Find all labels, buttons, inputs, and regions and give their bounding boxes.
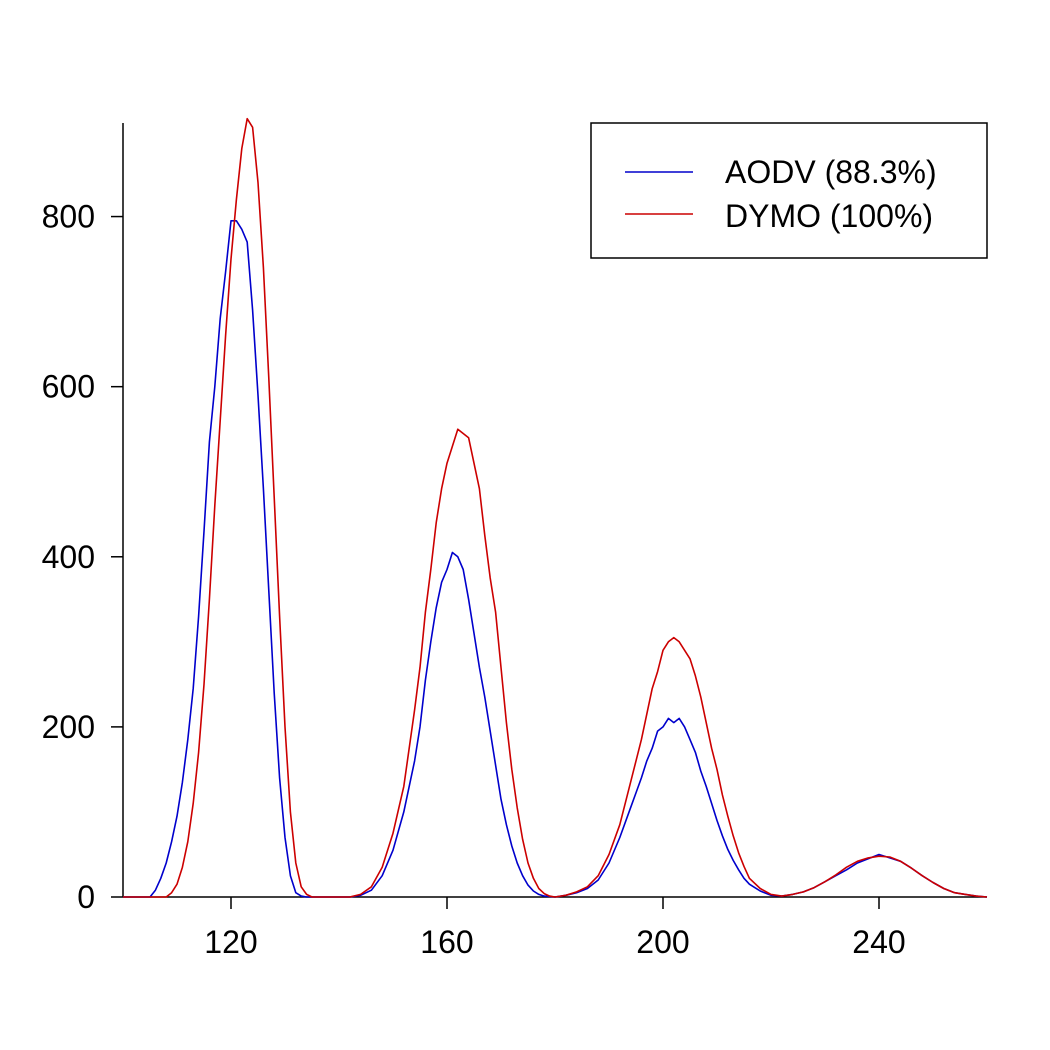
series-line-dymo (123, 117, 988, 898)
y-tick-label: 400 (42, 539, 95, 575)
axes: 0 200 400 600 800 120 160 200 240 (42, 123, 987, 960)
y-tick-label: 0 (77, 879, 95, 915)
legend-box (590, 122, 988, 259)
x-tick-label: 160 (420, 924, 473, 960)
y-tick-label: 800 (42, 199, 95, 235)
series-line-aodv (123, 220, 988, 898)
legend-label-aodv: AODV (88.3%) (725, 154, 937, 190)
x-tick-label: 120 (204, 924, 257, 960)
x-tick-label: 240 (852, 924, 905, 960)
x-tick-label: 200 (636, 924, 689, 960)
y-tick-label: 600 (42, 369, 95, 405)
series-group (123, 117, 988, 898)
legend: AODV (88.3%) DYMO (100%) (590, 122, 988, 259)
legend-label-dymo: DYMO (100%) (725, 198, 933, 234)
y-tick-label: 200 (42, 709, 95, 745)
